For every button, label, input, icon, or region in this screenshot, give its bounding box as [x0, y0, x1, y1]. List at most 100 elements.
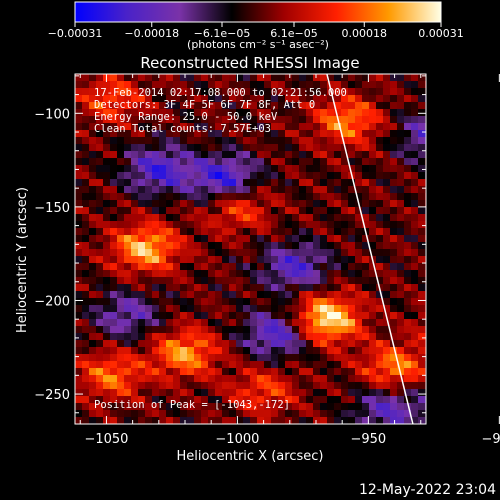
heatmap-pixel	[418, 74, 425, 81]
heatmap-pixel	[159, 88, 166, 95]
heatmap-pixel	[110, 319, 117, 326]
heatmap-pixel	[257, 305, 264, 312]
heatmap-pixel	[390, 109, 397, 116]
heatmap-pixel	[117, 347, 124, 354]
heatmap-pixel	[306, 403, 313, 410]
heatmap-pixel	[292, 312, 299, 319]
heatmap-pixel	[355, 270, 362, 277]
heatmap-pixel	[348, 137, 355, 144]
heatmap-pixel	[173, 333, 180, 340]
heatmap-pixel	[285, 144, 292, 151]
heatmap-pixel	[103, 382, 110, 389]
heatmap-pixel	[257, 368, 264, 375]
heatmap-pixel	[306, 312, 313, 319]
heatmap-pixel	[145, 151, 152, 158]
heatmap-pixel	[355, 333, 362, 340]
heatmap-pixel	[355, 305, 362, 312]
heatmap-pixel	[194, 263, 201, 270]
heatmap-pixel	[390, 88, 397, 95]
heatmap-pixel	[292, 347, 299, 354]
heatmap-pixel	[222, 179, 229, 186]
heatmap-pixel	[201, 361, 208, 368]
heatmap-pixel	[341, 214, 348, 221]
heatmap-pixel	[215, 95, 222, 102]
heatmap-pixel	[229, 116, 236, 123]
heatmap-pixel	[271, 347, 278, 354]
heatmap-pixel	[236, 256, 243, 263]
heatmap-pixel	[159, 389, 166, 396]
heatmap-pixel	[110, 102, 117, 109]
heatmap-pixel	[82, 340, 89, 347]
heatmap-pixel	[348, 256, 355, 263]
heatmap-pixel	[348, 284, 355, 291]
heatmap-pixel	[222, 403, 229, 410]
heatmap-pixel	[341, 270, 348, 277]
heatmap-pixel	[313, 326, 320, 333]
heatmap-pixel	[208, 193, 215, 200]
heatmap-pixel	[194, 305, 201, 312]
heatmap-pixel	[103, 249, 110, 256]
heatmap-pixel	[257, 291, 264, 298]
heatmap-pixel	[271, 368, 278, 375]
heatmap-pixel	[362, 284, 369, 291]
heatmap-pixel	[257, 263, 264, 270]
heatmap-pixel	[292, 354, 299, 361]
heatmap-pixel	[348, 186, 355, 193]
heatmap-pixel	[173, 305, 180, 312]
heatmap-pixel	[257, 228, 264, 235]
heatmap-pixel	[348, 235, 355, 242]
heatmap-pixel	[313, 298, 320, 305]
heatmap-pixel	[243, 270, 250, 277]
heatmap-pixel	[166, 109, 173, 116]
heatmap-pixel	[411, 130, 418, 137]
heatmap-pixel	[117, 375, 124, 382]
heatmap-pixel	[145, 319, 152, 326]
heatmap-pixel	[355, 214, 362, 221]
heatmap-pixel	[397, 375, 404, 382]
heatmap-pixel	[180, 270, 187, 277]
heatmap-pixel	[180, 74, 187, 81]
heatmap-pixel	[117, 165, 124, 172]
heatmap-pixel	[243, 375, 250, 382]
heatmap-pixel	[306, 228, 313, 235]
heatmap-pixel	[103, 151, 110, 158]
heatmap-pixel	[173, 361, 180, 368]
heatmap-pixel	[390, 207, 397, 214]
heatmap-pixel	[285, 305, 292, 312]
heatmap-pixel	[341, 74, 348, 81]
heatmap-pixel	[124, 130, 131, 137]
heatmap-pixel	[229, 200, 236, 207]
heatmap-pixel	[159, 102, 166, 109]
heatmap-pixel	[383, 326, 390, 333]
heatmap-pixel	[376, 375, 383, 382]
heatmap-pixel	[131, 109, 138, 116]
heatmap-pixel	[278, 221, 285, 228]
heatmap-pixel	[201, 74, 208, 81]
heatmap-pixel	[271, 179, 278, 186]
heatmap-pixel	[110, 326, 117, 333]
peak-position-label: Position of Peak = [-1043,-172]	[94, 399, 290, 411]
heatmap-pixel	[110, 389, 117, 396]
heatmap-pixel	[327, 270, 334, 277]
heatmap-pixel	[250, 186, 257, 193]
heatmap-pixel	[145, 228, 152, 235]
heatmap-pixel	[138, 326, 145, 333]
heatmap-pixel	[187, 151, 194, 158]
heatmap-pixel	[131, 95, 138, 102]
heatmap-pixel	[75, 298, 82, 305]
heatmap-pixel	[166, 172, 173, 179]
heatmap-pixel	[243, 382, 250, 389]
heatmap-pixel	[138, 319, 145, 326]
heatmap-pixel	[96, 347, 103, 354]
heatmap-pixel	[418, 207, 425, 214]
heatmap-pixel	[306, 214, 313, 221]
heatmap-pixel	[285, 200, 292, 207]
heatmap-pixel	[278, 151, 285, 158]
heatmap-pixel	[418, 368, 425, 375]
heatmap-pixel	[180, 200, 187, 207]
heatmap-pixel	[201, 263, 208, 270]
heatmap-pixel	[243, 242, 250, 249]
heatmap-pixel	[103, 389, 110, 396]
heatmap-pixel	[208, 130, 215, 137]
heatmap-pixel	[285, 319, 292, 326]
